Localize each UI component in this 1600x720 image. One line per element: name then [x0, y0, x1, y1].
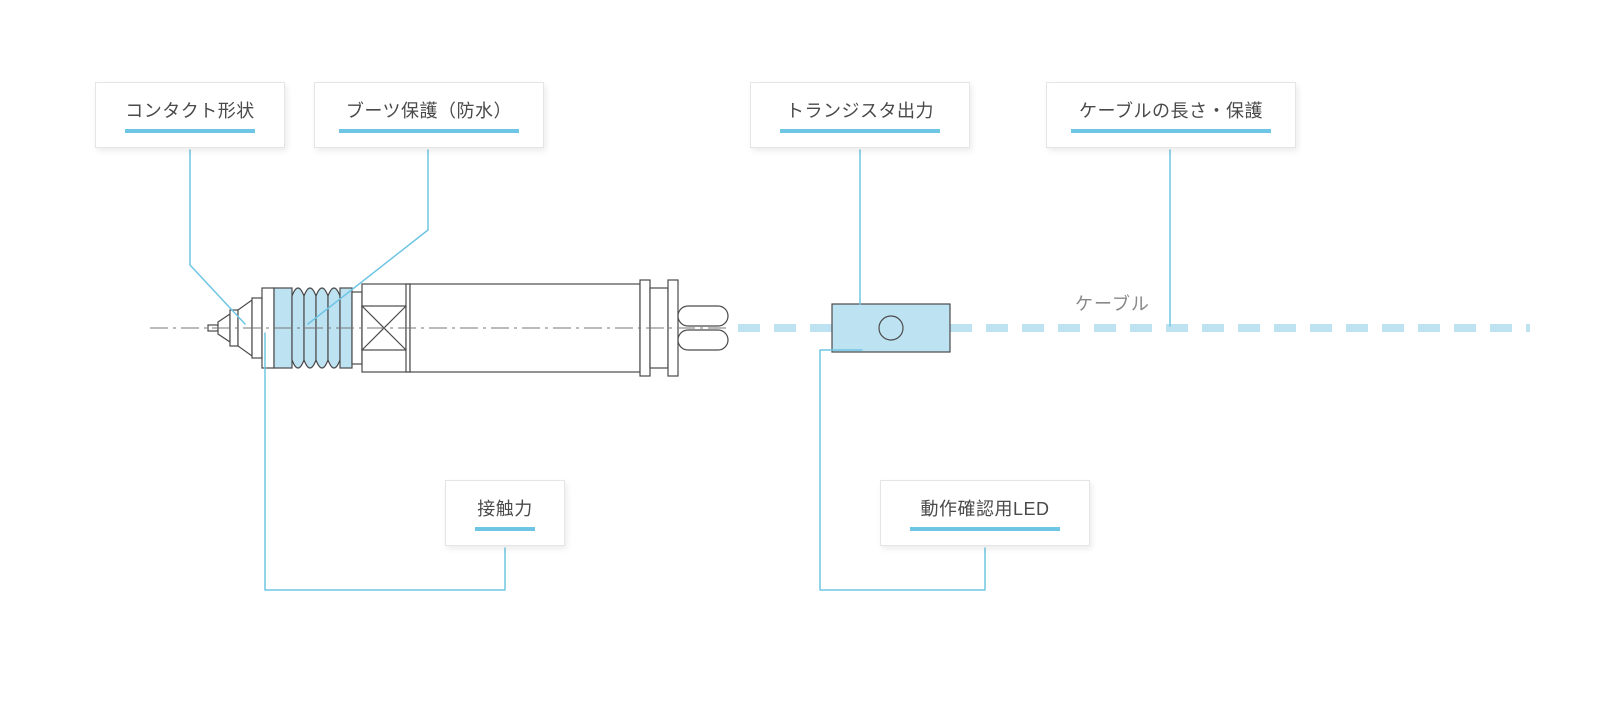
label-underline: [339, 129, 519, 133]
cable-label: ケーブル: [1075, 290, 1150, 316]
diagram-canvas: コンタクト形状 ブーツ保護（防水） トランジスタ出力 ケーブルの長さ・保護 接触…: [0, 0, 1600, 720]
label-underline: [910, 527, 1060, 531]
label-underline: [125, 129, 255, 133]
label-contact-force: 接触力: [445, 480, 565, 546]
label-transistor-output: トランジスタ出力: [750, 82, 970, 148]
label-text: トランジスタ出力: [771, 97, 949, 123]
label-underline: [1071, 129, 1271, 133]
label-text: ケーブルの長さ・保護: [1067, 97, 1275, 123]
label-text: コンタクト形状: [116, 97, 264, 123]
label-underline: [780, 129, 940, 133]
label-led-check: 動作確認用LED: [880, 480, 1090, 546]
label-boot-protect: ブーツ保護（防水）: [314, 82, 544, 148]
label-text: 動作確認用LED: [901, 495, 1069, 521]
label-text: 接触力: [466, 495, 544, 521]
label-underline: [475, 527, 535, 531]
label-cable-length: ケーブルの長さ・保護: [1046, 82, 1296, 148]
label-contact-shape: コンタクト形状: [95, 82, 285, 148]
label-text: ブーツ保護（防水）: [335, 97, 523, 123]
